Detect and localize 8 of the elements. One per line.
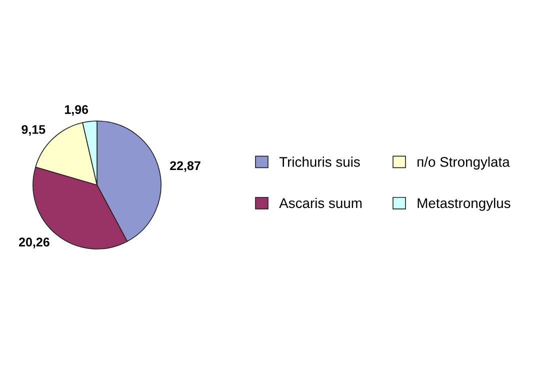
legend-label: Ascaris suum <box>279 198 362 208</box>
legend-label: Metastrongylus <box>418 198 510 211</box>
data-label: 20,26 <box>19 238 50 248</box>
data-label: 1,96 <box>64 105 88 116</box>
legend-label: п/о Strongylata <box>418 156 510 170</box>
legend-label: Trichuris suis <box>279 156 360 167</box>
data-label: 22,87 <box>170 161 200 172</box>
data-label: 9,15 <box>22 125 46 136</box>
